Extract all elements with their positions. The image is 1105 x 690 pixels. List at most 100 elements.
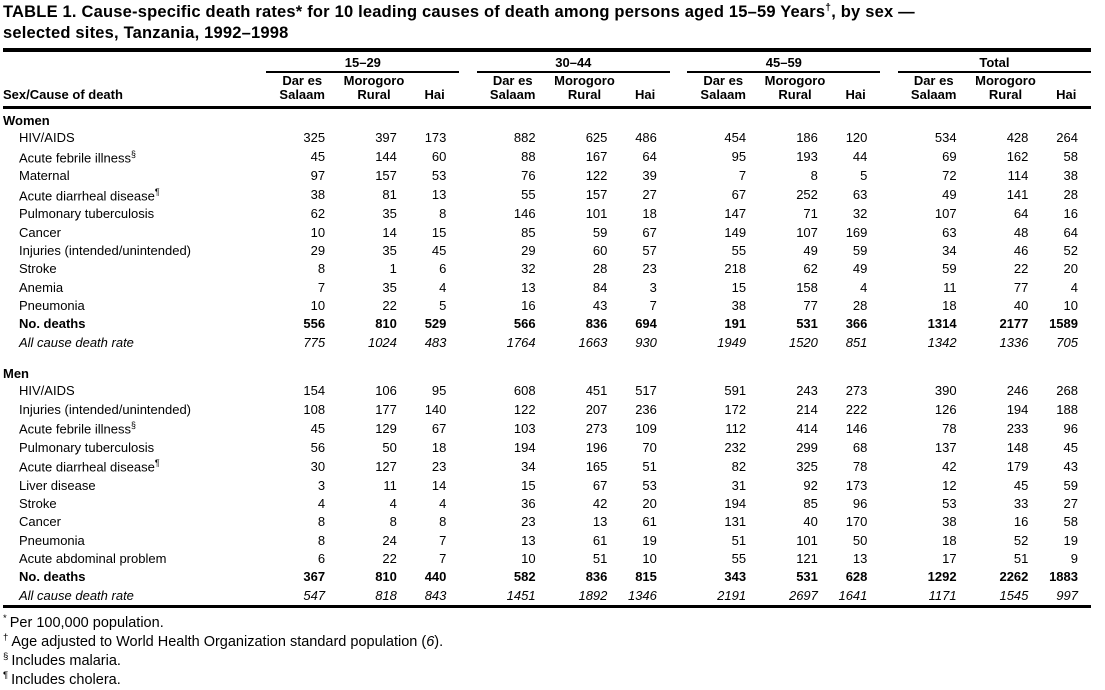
value-cell: 144	[375, 149, 397, 165]
value-cell: 5	[439, 298, 447, 314]
value-cell: 60	[431, 149, 447, 165]
value-cell: 28	[592, 261, 608, 277]
value-cell: 169	[845, 224, 868, 240]
value-cell: 343	[724, 569, 747, 585]
value-cell: 45	[310, 420, 326, 436]
value-cell: 246	[1006, 383, 1029, 399]
value-cell: 106	[375, 383, 397, 399]
table-title-line2: selected sites, Tanzania, 1992–1998	[3, 23, 289, 42]
site-header-hai: Hai	[830, 71, 881, 109]
value-cell: 882	[513, 130, 536, 146]
cause-label: Cancer	[19, 514, 61, 530]
value-cell: 12	[942, 477, 957, 493]
table-row: Acute febrile illness§ 45 129 67 103 273 109 11…	[3, 419, 1091, 439]
value-cell: 556	[303, 316, 326, 332]
value-cell: 56	[310, 439, 326, 455]
value-cell: 7	[439, 551, 447, 567]
value-cell: 69	[942, 149, 957, 165]
value-cell: 10	[310, 224, 326, 240]
value-cell: 7	[439, 532, 447, 548]
value-cell: 42	[942, 458, 957, 474]
value-cell: 70	[642, 439, 657, 455]
value-cell: 154	[303, 383, 326, 399]
value-cell: 397	[375, 130, 397, 146]
value-cell: 1171	[928, 587, 957, 603]
value-cell: 6	[439, 261, 447, 277]
value-cell: 4	[439, 496, 447, 512]
cause-label: Stroke	[19, 496, 57, 512]
value-cell: 13	[852, 551, 868, 567]
value-cell: 64	[1013, 206, 1029, 222]
value-cell: 997	[1056, 587, 1078, 603]
value-cell: 43	[592, 298, 608, 314]
pilcrow-footnote-marker: ¶	[3, 669, 9, 681]
cause-label: Acute febrile illness§	[19, 148, 136, 166]
value-cell: 38	[731, 298, 747, 314]
value-cell: 222	[845, 401, 868, 417]
value-cell: 24	[382, 532, 397, 548]
table-row: Pulmonary tuberculosis 62 35 8 146 101 18 147 71…	[3, 205, 1091, 223]
value-cell: 7	[738, 168, 747, 184]
value-cell: 35	[382, 279, 397, 295]
table-row: Cancer 8 8 8 23 13 61 131 40 170 38 16 58	[3, 513, 1091, 531]
footnotes: * Per 100,000 population. † Age adjusted t…	[3, 613, 1091, 689]
value-cell: 273	[585, 420, 608, 436]
value-cell: 5	[860, 168, 868, 184]
cause-label: Anemia	[19, 279, 64, 295]
value-cell: 38	[1063, 168, 1078, 184]
value-cell: 547	[303, 587, 326, 603]
value-cell: 628	[845, 569, 868, 585]
cause-label: Acute diarrheal disease¶	[19, 458, 160, 475]
value-cell: 705	[1056, 334, 1078, 350]
value-cell: 29	[310, 243, 326, 259]
cause-label: Injuries (intended/unintended)	[19, 243, 192, 259]
value-cell: 188	[1056, 401, 1078, 417]
cause-label: Acute febrile illness§	[19, 420, 136, 437]
value-cell: 85	[521, 224, 536, 240]
value-cell: 35	[382, 243, 397, 259]
value-cell: 141	[1006, 187, 1029, 203]
value-cell: 531	[796, 316, 818, 332]
cause-label: Acute diarrheal disease¶	[19, 186, 160, 204]
value-cell: 53	[942, 496, 957, 512]
table-row: HIV/AIDS 154 106 95 608 451 517 591 243 273 390 246…	[3, 382, 1091, 400]
value-cell: 157	[375, 168, 397, 184]
site-header-hai: Hai	[1041, 71, 1091, 109]
value-cell: 48	[1013, 224, 1029, 240]
value-cell: 38	[310, 187, 326, 203]
value-cell: 81	[382, 187, 397, 203]
value-cell: 1342	[927, 334, 957, 350]
value-cell: 55	[731, 551, 747, 567]
value-cell: 27	[1063, 496, 1078, 512]
value-cell: 82	[731, 458, 747, 474]
cause-label: Injuries (intended/unintended)	[19, 401, 192, 417]
value-cell: 1346	[627, 587, 657, 603]
value-cell: 67	[731, 187, 747, 203]
value-cell: 114	[1007, 168, 1029, 184]
value-cell: 1892	[578, 587, 608, 603]
value-cell: 59	[852, 243, 868, 259]
cause-label: No. deaths	[19, 569, 86, 585]
value-cell: 146	[845, 420, 868, 436]
value-cell: 49	[852, 261, 868, 277]
site-header-row: Sex/Cause of death Dar es Salaam Morogoro…	[3, 71, 1091, 109]
value-cell: 121	[796, 551, 818, 567]
footnote-section: § Includes malaria.	[3, 650, 121, 669]
corner-header: Sex/Cause of death	[3, 71, 249, 109]
value-cell: 107	[796, 224, 818, 240]
site-header-morogoro-rural: Morogoro Rural	[338, 71, 410, 109]
value-cell: 77	[1013, 279, 1029, 295]
value-cell: 61	[642, 514, 657, 530]
value-cell: 18	[642, 206, 657, 222]
value-cell: 23	[642, 261, 657, 277]
dagger-footnote-marker: †	[3, 631, 9, 643]
value-cell: 55	[521, 187, 536, 203]
value-cell: 59	[592, 224, 608, 240]
value-cell: 13	[521, 279, 536, 295]
value-cell: 33	[1013, 496, 1029, 512]
value-cell: 55	[731, 243, 747, 259]
cause-label: No. deaths	[19, 316, 86, 332]
table-row: Maternal 97 157 53 76 122 39 7 8 5 72 114 38	[3, 167, 1091, 185]
value-cell: 775	[303, 334, 326, 350]
value-cell: 582	[513, 569, 536, 585]
